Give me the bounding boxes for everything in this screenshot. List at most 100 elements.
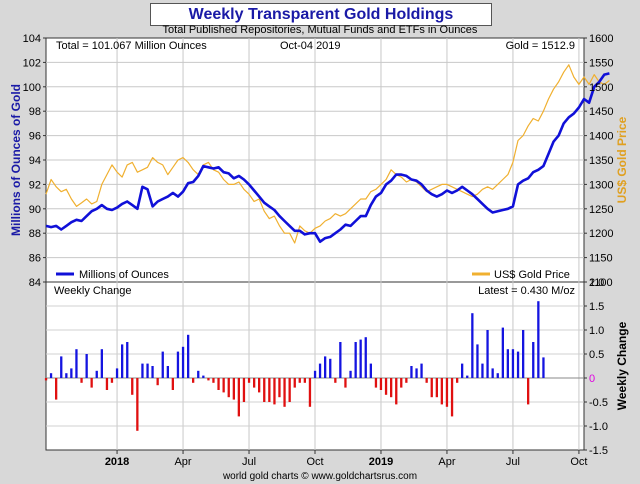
change-tick-label-5: 1.0: [589, 325, 604, 337]
right-tick-label-0: 1100: [589, 277, 613, 289]
change-bar-83: [466, 375, 469, 378]
change-bar-87: [486, 330, 489, 378]
change-bar-96: [532, 342, 535, 378]
weekly-change-title: Weekly Change: [54, 285, 131, 297]
date-label: Oct-04 2019: [280, 40, 341, 52]
change-bar-31: [202, 375, 205, 378]
change-bar-95: [527, 378, 530, 405]
change-bar-42: [258, 378, 261, 393]
change-axis-title: Weekly Change: [615, 321, 629, 410]
right-tick-label-7: 1450: [589, 106, 613, 118]
change-bar-51: [303, 378, 306, 383]
left-tick-label-10: 104: [23, 33, 41, 45]
change-bar-35: [222, 378, 225, 393]
change-bar-76: [430, 378, 433, 398]
gold-price-label: Gold = 1512.9: [506, 40, 575, 52]
change-bar-90: [501, 327, 504, 378]
change-bar-79: [445, 378, 449, 407]
change-bar-80: [450, 378, 454, 417]
weekly-change-bars: [44, 301, 545, 431]
change-bar-11: [100, 349, 103, 378]
change-bar-60: [349, 370, 352, 378]
change-bar-55: [324, 356, 327, 378]
change-bar-97: [537, 301, 540, 378]
gold-price-series: [45, 64, 610, 244]
x-tick-label-1: Apr: [174, 456, 191, 468]
change-bar-4: [65, 373, 68, 378]
x-axis-ticks: 2018 Apr Jul Oct 2019 Apr Jul Oct: [105, 450, 587, 468]
right-tick-label-3: 1250: [589, 204, 613, 216]
change-bar-88: [491, 368, 494, 378]
change-bar-85: [476, 344, 479, 378]
change-bar-61: [354, 342, 357, 378]
change-tick-label-2: -0.5: [589, 397, 608, 409]
change-bar-12: [105, 378, 109, 390]
change-bar-28: [187, 334, 190, 378]
left-tick-label-6: 96: [29, 131, 41, 143]
change-bar-36: [227, 378, 230, 398]
change-bar-19: [141, 363, 144, 378]
left-tick-label-9: 102: [23, 57, 41, 69]
change-bar-78: [440, 378, 443, 405]
change-bar-29: [192, 378, 195, 383]
left-tick-label-3: 90: [29, 204, 41, 216]
change-bar-69: [395, 378, 398, 405]
change-bar-22: [156, 378, 159, 386]
change-bar-94: [522, 330, 525, 378]
change-tick-label-0: -1.5: [589, 445, 608, 457]
change-bar-1: [49, 373, 53, 378]
left-tick-label-7: 98: [29, 106, 41, 118]
change-bar-38: [237, 378, 240, 417]
right-tick-label-1: 1150: [589, 253, 613, 265]
change-bar-72: [410, 366, 413, 378]
right-tick-label-6: 1400: [589, 131, 613, 143]
change-tick-label-3: 0: [589, 373, 595, 385]
left-tick-label-0: 84: [29, 277, 41, 289]
right-tick-label-2: 1200: [589, 228, 613, 240]
change-bar-43: [263, 378, 266, 402]
right-tick-label-9: 1550: [589, 57, 613, 69]
change-bar-68: [390, 378, 393, 398]
change-bar-65: [374, 378, 378, 388]
change-bar-16: [126, 342, 129, 378]
change-bar-84: [471, 313, 474, 378]
change-bar-92: [511, 349, 515, 378]
left-tick-label-2: 88: [29, 228, 41, 240]
change-bar-23: [161, 351, 164, 378]
change-bar-52: [308, 378, 312, 407]
change-bar-7: [80, 378, 83, 383]
change-bar-25: [171, 378, 174, 390]
change-bar-59: [344, 378, 347, 388]
change-bar-0: [44, 378, 48, 381]
right-tick-label-8: 1500: [589, 82, 613, 94]
change-bar-86: [481, 363, 484, 378]
change-bar-50: [298, 378, 301, 383]
change-bar-27: [181, 346, 185, 378]
change-bar-20: [146, 363, 149, 378]
change-bar-49: [293, 378, 296, 388]
change-bar-30: [197, 370, 200, 378]
change-bar-93: [516, 351, 520, 378]
change-bar-2: [55, 378, 58, 400]
change-bar-33: [212, 378, 215, 383]
change-bar-58: [339, 342, 342, 378]
chart-title: Weekly Transparent Gold Holdings: [150, 3, 492, 26]
change-bar-54: [318, 363, 322, 378]
change-bar-17: [131, 378, 134, 395]
latest-change-label: Latest = 0.430 M/oz: [478, 285, 575, 297]
change-bar-71: [405, 378, 408, 383]
change-bar-67: [384, 378, 388, 395]
change-bar-26: [176, 351, 180, 378]
right-axis-title: US$ Gold Price: [615, 116, 629, 203]
change-bar-14: [115, 368, 119, 378]
left-axis-ticks: 84 86 88 90 92 94 96 98 100 102 104: [23, 33, 46, 289]
gold-price-line: [45, 64, 610, 244]
change-tick-label-1: -1.0: [589, 421, 608, 433]
change-bar-75: [425, 378, 428, 383]
change-tick-label-7: 2.0: [589, 277, 604, 289]
change-bar-57: [334, 378, 337, 383]
change-bar-89: [496, 373, 499, 378]
change-bar-44: [268, 378, 271, 402]
left-tick-label-4: 92: [29, 179, 41, 191]
